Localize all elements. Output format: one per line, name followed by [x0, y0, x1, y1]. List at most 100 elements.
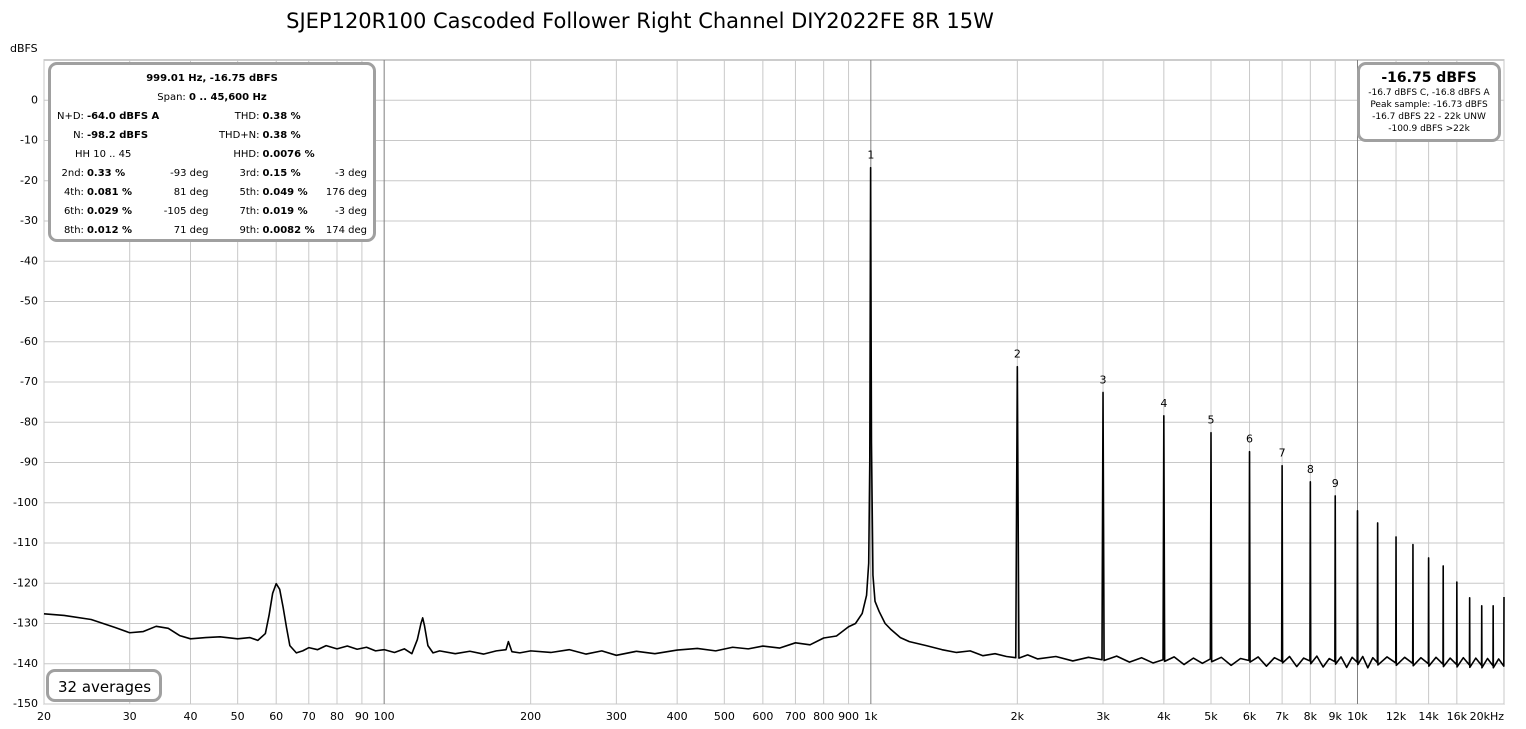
x-tick-label: 800	[813, 710, 834, 723]
level-detail: Peak sample: -16.73 dBFS	[1370, 100, 1488, 110]
stat-label: HHD:	[233, 149, 260, 160]
harmonic-phase: -105 deg	[163, 206, 209, 217]
stat-label: THD+N:	[218, 130, 260, 141]
x-tick-label: 20	[37, 710, 51, 723]
harmonic-marker: 1	[867, 149, 874, 162]
span-line: Span: 0 .. 45,600 Hz	[57, 88, 367, 107]
x-tick-label: 70	[302, 710, 316, 723]
averages-box: 32 averages	[46, 669, 162, 702]
harmonic-cell: 0.012 %	[87, 221, 151, 240]
harmonic-marker: 6	[1246, 433, 1253, 446]
y-tick-label: -100	[13, 496, 38, 509]
x-tick-label: 40	[184, 710, 198, 723]
stat-value: -98.2 dBFS	[87, 126, 209, 145]
y-axis-label: dBFS	[10, 42, 38, 55]
x-tick-label: 900	[838, 710, 859, 723]
level-value: -16.75 dBFS	[1381, 70, 1477, 86]
harmonic-marker: 5	[1207, 414, 1214, 427]
x-tick-label: 14k	[1418, 710, 1439, 723]
stat-value-text: 0.38 %	[262, 111, 301, 122]
y-tick-label: -90	[20, 456, 38, 469]
x-tick-label: 5k	[1204, 710, 1218, 723]
harmonic-phase: -93 deg	[170, 168, 209, 179]
stat-value-text: 0.38 %	[262, 130, 301, 141]
harmonic-phase: -3 deg	[335, 206, 367, 217]
x-tick-label: 300	[606, 710, 627, 723]
harmonic-cell: 0.15 %	[263, 164, 326, 183]
stats-row: N+D: -64.0 dBFS A THD: 0.38 %	[57, 107, 367, 126]
stat-value: 0.38 %	[263, 126, 368, 145]
stats-row: N: -98.2 dBFS THD+N: 0.38 %	[57, 126, 367, 145]
x-tick-label: 700	[785, 710, 806, 723]
x-tick-label: 400	[667, 710, 688, 723]
info-header: 999.01 Hz, -16.75 dBFS	[146, 73, 278, 84]
x-tick-label: 50	[231, 710, 245, 723]
harmonic-marker: 8	[1307, 463, 1314, 476]
y-tick-label: -140	[13, 657, 38, 670]
stat-value-text: 0.0076 %	[262, 149, 315, 160]
harmonic-value: 0.019 %	[262, 206, 308, 217]
info-box: 999.01 Hz, -16.75 dBFS Span: 0 .. 45,600 …	[48, 62, 376, 242]
harmonic-phase: -3 deg	[335, 168, 367, 179]
harmonic-phase: 174 deg	[325, 225, 367, 236]
stats-table: N+D: -64.0 dBFS A THD: 0.38 % N: -98.2 dBFS TH…	[57, 107, 367, 240]
x-tick-label: 16k	[1447, 710, 1468, 723]
harmonic-value: 0.0082 %	[262, 225, 315, 236]
x-tick-label: 60	[269, 710, 283, 723]
y-tick-label: -150	[13, 697, 38, 710]
level-box: -16.75 dBFS -16.7 dBFS C, -16.8 dBFS A Pea…	[1357, 62, 1501, 142]
y-tick-label: -30	[20, 214, 38, 227]
harmonic-phase: 71 deg	[173, 225, 209, 236]
harmonic-marker: 9	[1332, 477, 1339, 490]
harmonic-value: 0.081 %	[86, 187, 133, 198]
harmonic-marker: 3	[1100, 373, 1107, 386]
stat-label: HH 10 .. 45	[75, 149, 132, 160]
harmonic-cell: 0.33 %	[87, 164, 151, 183]
chart-title: SJEP120R100 Cascoded Follower Right Chan…	[286, 9, 994, 33]
harmonic-phase: 176 deg	[325, 187, 367, 198]
harmonic-row: 8th: 0.012 % 71 deg 9th: 0.0082 % 174 deg	[57, 221, 367, 240]
level-detail: -16.7 dBFS 22 - 22k UNW	[1372, 112, 1486, 122]
x-tick-label: 2k	[1011, 710, 1025, 723]
x-tick-label: 20kHz	[1470, 710, 1505, 723]
stat-value: -64.0 dBFS A	[87, 107, 209, 126]
harmonic-marker: 4	[1160, 397, 1167, 410]
x-tick-label: 500	[714, 710, 735, 723]
harmonic-label: 6th:	[63, 206, 84, 217]
stat-value-text: -64.0 dBFS A	[86, 111, 160, 122]
harmonic-marker: 2	[1014, 348, 1021, 361]
stat-value-text: -98.2 dBFS	[86, 130, 149, 141]
stats-row: HH 10 .. 45 HHD: 0.0076 %	[57, 145, 367, 164]
harmonic-cell: 0.0082 %	[263, 221, 326, 240]
level-detail: -100.9 dBFS >22k	[1388, 124, 1470, 134]
span-value: 0 .. 45,600 Hz	[188, 92, 267, 103]
level-detail: -16.7 dBFS C, -16.8 dBFS A	[1368, 88, 1490, 98]
span-label: Span:	[157, 92, 186, 103]
x-tick-label: 3k	[1096, 710, 1110, 723]
stat-label: THD:	[234, 111, 260, 122]
harmonic-label: 2nd:	[61, 168, 84, 179]
y-tick-label: -80	[20, 415, 38, 428]
y-tick-label: 0	[31, 93, 38, 106]
harmonic-label: 3rd:	[239, 168, 260, 179]
harmonic-cell: 0.019 %	[263, 202, 326, 221]
y-tick-label: -20	[20, 174, 38, 187]
y-tick-label: -130	[13, 617, 38, 630]
x-tick-label: 600	[752, 710, 773, 723]
harmonic-label: 9th:	[239, 225, 260, 236]
harmonic-cell: 0.029 %	[87, 202, 151, 221]
x-tick-label: 6k	[1243, 710, 1257, 723]
harmonic-row: 4th: 0.081 % 81 deg 5th: 0.049 % 176 deg	[57, 183, 367, 202]
harmonic-label: 4th:	[63, 187, 84, 198]
x-tick-label: 7k	[1275, 710, 1289, 723]
harmonic-marker: 7	[1279, 447, 1286, 460]
stat-value: 0.0076 %	[263, 145, 368, 164]
x-tick-label: 8k	[1304, 710, 1318, 723]
x-tick-label: 30	[123, 710, 137, 723]
harmonic-cell: 0.049 %	[263, 183, 326, 202]
y-tick-label: -60	[20, 335, 38, 348]
y-tick-label: -70	[20, 375, 38, 388]
harmonic-label: 7th:	[239, 206, 260, 217]
harmonic-cell: 0.081 %	[87, 183, 151, 202]
x-tick-label: 10k	[1347, 710, 1368, 723]
